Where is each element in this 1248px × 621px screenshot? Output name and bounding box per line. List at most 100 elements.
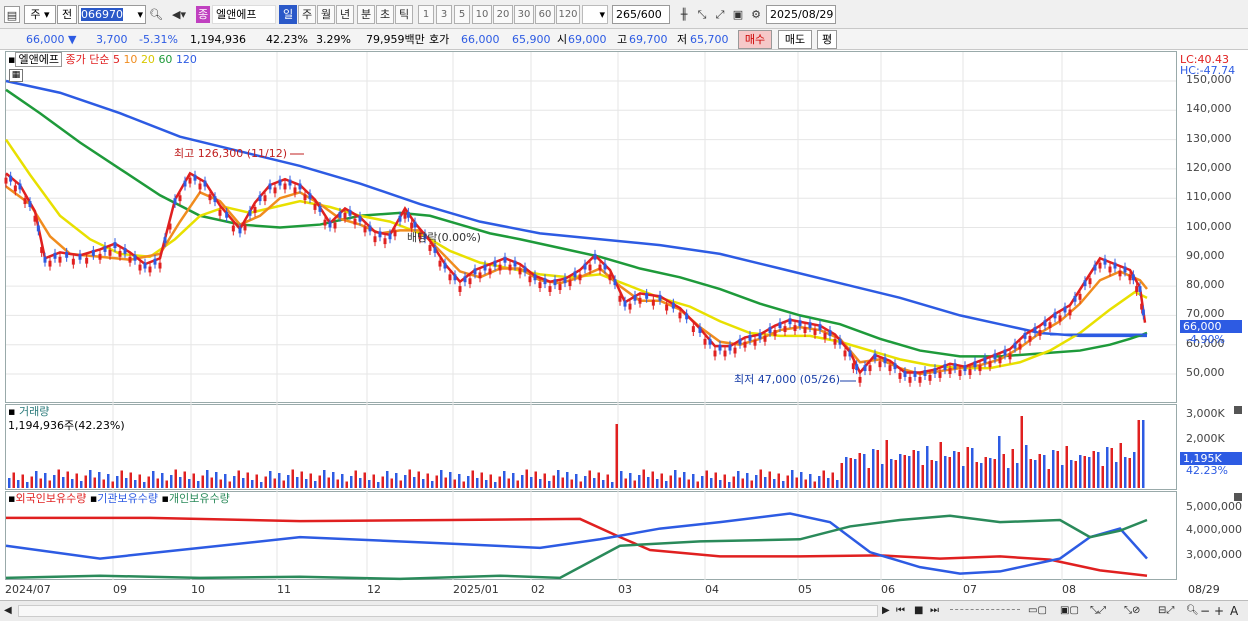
buy-button[interactable]: 매수: [738, 30, 772, 49]
volume-bar: [170, 475, 173, 488]
chart-menu-icon[interactable]: ▤: [4, 6, 20, 23]
candle-body: [58, 256, 62, 263]
volume-bar: [467, 476, 470, 488]
timeframe-second-button[interactable]: 초: [376, 5, 394, 24]
timeframe-day-button[interactable]: 일: [279, 5, 297, 24]
candle-body: [848, 350, 852, 357]
calendar-icon[interactable]: ▦: [9, 69, 23, 82]
volume-bar: [561, 477, 564, 488]
zoom-out-icon[interactable]: −: [1200, 604, 1211, 618]
timeframe-month-button[interactable]: 월: [317, 5, 335, 24]
stock-code-input[interactable]: 066970 ▾: [78, 5, 146, 24]
timeframe-minute-button[interactable]: 분: [357, 5, 375, 24]
volume-bar: [732, 476, 735, 488]
draw-extra-icon[interactable]: ⊟⤢: [1158, 605, 1175, 616]
layout-grid-icon[interactable]: ▣▢: [1060, 605, 1079, 616]
cursor-icon[interactable]: ⤡: [697, 8, 707, 21]
stock-name-field[interactable]: 엘앤에프: [212, 5, 276, 24]
price-axis-label: 110,000: [1186, 190, 1232, 204]
candle-body: [638, 297, 642, 304]
candle-body: [473, 268, 477, 275]
sell-button[interactable]: 매도: [778, 30, 812, 49]
layout-icon[interactable]: ▭▢: [1028, 605, 1047, 616]
volume-bar: [345, 481, 348, 488]
candle-body: [243, 224, 247, 231]
speaker-icon[interactable]: ◀▾: [172, 8, 186, 21]
timeframe-tick-button[interactable]: 틱: [395, 5, 413, 24]
volume-bar: [989, 458, 992, 488]
chart-canvas[interactable]: [0, 50, 1248, 600]
save-icon[interactable]: ▣: [732, 8, 744, 21]
scroll-right-icon[interactable]: ▶: [882, 605, 890, 616]
interval-5-button[interactable]: 5: [454, 5, 470, 24]
interval-20-button[interactable]: 20: [493, 5, 513, 24]
x-label-08-29: 08/29: [1188, 583, 1220, 596]
interval-120-button[interactable]: 120: [556, 5, 580, 24]
stop-icon[interactable]: ■: [914, 605, 924, 616]
trade-amount: 79,959백만: [366, 33, 425, 46]
volume-bar: [413, 477, 416, 488]
pane-close-icon[interactable]: [1234, 406, 1242, 414]
candle-body: [713, 350, 717, 357]
interval-10-button[interactable]: 10: [472, 5, 492, 24]
compare-select[interactable]: 전: [57, 5, 77, 24]
volume-bar: [696, 481, 699, 488]
holdings-axis-4m: 4,000,000: [1186, 523, 1242, 536]
interval-1-button[interactable]: 1: [418, 5, 434, 24]
volume-bar: [386, 471, 389, 488]
volume-bar: [197, 481, 200, 488]
interval-dropdown[interactable]: ▾: [582, 5, 608, 24]
candle-body: [36, 225, 40, 232]
candle-body: [363, 226, 367, 233]
timeframe-year-button[interactable]: 년: [336, 5, 354, 24]
volume-bar: [980, 463, 983, 488]
candle-body: [1028, 335, 1032, 342]
volume-bar: [876, 450, 879, 488]
draw-tools-icon[interactable]: ⤡⊘: [1124, 605, 1141, 616]
candle-body: [518, 268, 522, 275]
candle-body: [628, 303, 632, 310]
scroll-left-icon[interactable]: ◀: [4, 605, 12, 616]
zoom-in-icon[interactable]: +: [1214, 604, 1225, 618]
candle-body: [778, 322, 782, 329]
volume-bar: [251, 480, 254, 488]
volume-bar: [606, 474, 609, 488]
font-size-icon[interactable]: A: [1230, 604, 1239, 618]
volume-bar: [161, 473, 164, 488]
volume-bar: [1038, 454, 1041, 488]
skip-forward-icon[interactable]: ⏭: [930, 605, 939, 616]
interval-3-button[interactable]: 3: [436, 5, 452, 24]
volume-axis-3000k: 3,000K: [1186, 407, 1225, 420]
volume-bar: [417, 471, 420, 488]
chevron-down-icon[interactable]: ▾: [137, 8, 143, 21]
search-icon[interactable]: 🔍︎: [149, 8, 163, 21]
pane-close-icon[interactable]: [1234, 493, 1242, 501]
volume-bar: [773, 479, 776, 488]
volume-title-text: 거래량: [18, 405, 50, 418]
gear-icon[interactable]: ⚙: [751, 8, 761, 21]
period-type-select[interactable]: 주 ▾: [24, 5, 56, 24]
volume-bar: [120, 470, 123, 488]
data-count-field[interactable]: 265/600: [612, 5, 670, 24]
volume-bar: [156, 478, 159, 488]
zoom-icon[interactable]: 🔍︎: [1186, 605, 1199, 616]
price-axis-label: 130,000: [1186, 131, 1232, 145]
candle-style-icon[interactable]: ╫: [680, 8, 688, 21]
skip-back-icon[interactable]: ⏮: [896, 605, 905, 616]
draw-line-icon[interactable]: ⤡⤢: [1090, 605, 1106, 616]
drawing-tool-line[interactable]: [950, 609, 1020, 612]
candle-body: [783, 326, 787, 333]
expand-icon[interactable]: ⤢: [715, 8, 725, 21]
candle-body: [1078, 293, 1082, 300]
average-button[interactable]: 평: [817, 30, 837, 49]
date-picker[interactable]: 2025/08/29: [766, 5, 836, 24]
timeframe-week-button[interactable]: 주: [298, 5, 316, 24]
volume-bar: [224, 474, 227, 488]
volume-bar: [746, 473, 749, 488]
candle-body: [143, 262, 147, 269]
interval-30-button[interactable]: 30: [514, 5, 534, 24]
candle-body: [798, 320, 802, 327]
volume-bar: [255, 474, 258, 488]
horizontal-scrollbar[interactable]: [18, 605, 878, 617]
interval-60-button[interactable]: 60: [535, 5, 555, 24]
